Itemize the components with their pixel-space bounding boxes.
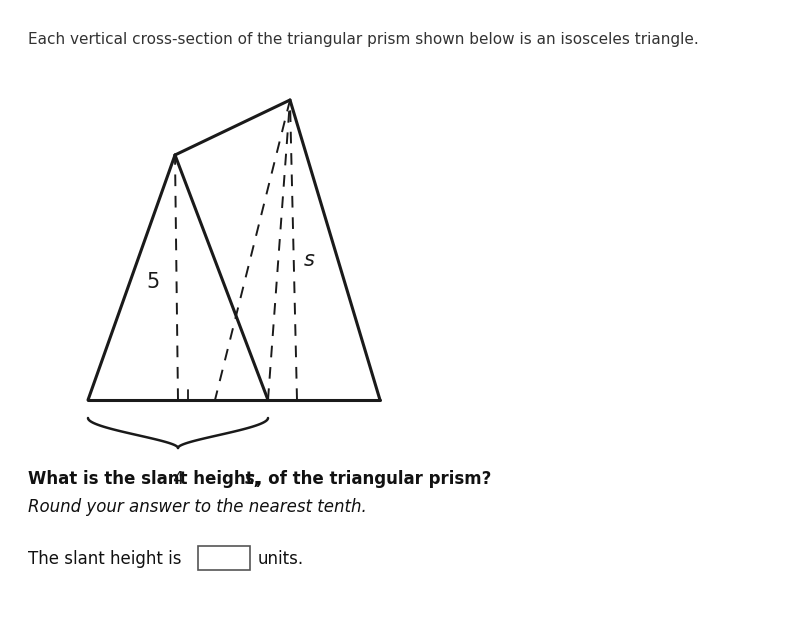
Text: 5: 5 [147,273,160,293]
Text: s: s [245,470,255,488]
Text: Round your answer to the nearest tenth.: Round your answer to the nearest tenth. [28,498,366,516]
Text: , of the triangular prism?: , of the triangular prism? [256,470,491,488]
Text: 4: 4 [172,470,184,488]
Text: units.: units. [258,550,304,568]
Text: What is the slant height,: What is the slant height, [28,470,266,488]
FancyBboxPatch shape [198,546,250,570]
Text: Each vertical cross-section of the triangular prism shown below is an isosceles : Each vertical cross-section of the trian… [28,32,698,47]
Text: The slant height is: The slant height is [28,550,182,568]
Text: s: s [303,250,314,270]
